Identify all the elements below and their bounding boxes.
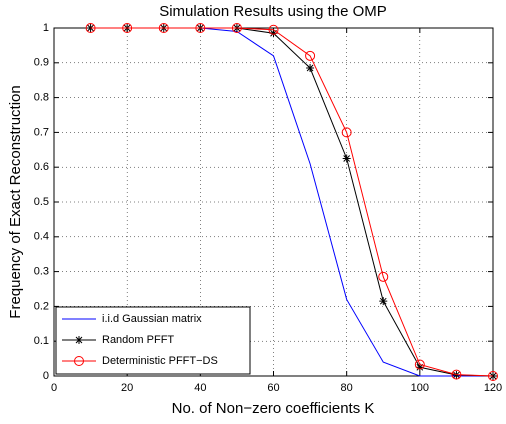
y-tick-label: 0.6 <box>34 161 49 173</box>
marker <box>158 23 169 33</box>
x-tick-label: 100 <box>411 382 429 394</box>
y-tick-label: 0.3 <box>34 266 49 278</box>
marker <box>488 371 498 381</box>
legend-marker <box>74 356 84 366</box>
marker <box>269 29 278 38</box>
y-tick-label: 0.4 <box>34 231 49 243</box>
marker <box>85 23 96 33</box>
y-tick-label: 0.8 <box>34 92 49 104</box>
y-tick-label: 0.1 <box>34 335 49 347</box>
marker <box>306 64 315 73</box>
legend-label: Random PFFT <box>102 334 174 346</box>
marker <box>268 24 279 35</box>
x-tick-label: 80 <box>341 382 353 394</box>
y-axis-label: Frequency of Exact Reconstruction <box>7 85 24 318</box>
legend-label: i.i.d Gaussian matrix <box>102 313 202 325</box>
x-tick-label: 0 <box>51 382 57 394</box>
y-tick-label: 0.2 <box>34 300 49 312</box>
y-tick-label: 0.5 <box>34 196 49 208</box>
x-tick-label: 60 <box>267 382 279 394</box>
marker <box>231 23 242 33</box>
marker <box>305 50 316 61</box>
marker <box>378 271 389 282</box>
marker <box>341 127 352 138</box>
marker <box>414 359 425 370</box>
marker <box>342 154 351 163</box>
x-tick-label: 120 <box>484 382 502 394</box>
marker <box>122 23 133 33</box>
x-axis-label: No. of Non−zero coefficients K <box>172 400 375 417</box>
chart-title: Simulation Results using the OMP <box>159 3 387 20</box>
marker <box>415 363 424 372</box>
y-tick-label: 0 <box>43 370 49 382</box>
marker <box>86 24 95 32</box>
marker <box>451 369 462 380</box>
x-tick-label: 20 <box>121 382 133 394</box>
marker <box>379 297 388 306</box>
y-tick-label: 0.9 <box>34 57 49 69</box>
series-line <box>90 27 494 377</box>
x-tick-label: 40 <box>194 382 206 394</box>
y-tick-label: 1 <box>43 22 49 34</box>
plot-frame <box>53 27 494 377</box>
legend-marker <box>75 336 83 344</box>
legend-label: Deterministic PFFT−DS <box>102 355 218 367</box>
y-tick-label: 0.7 <box>34 126 49 138</box>
marker <box>195 23 206 33</box>
